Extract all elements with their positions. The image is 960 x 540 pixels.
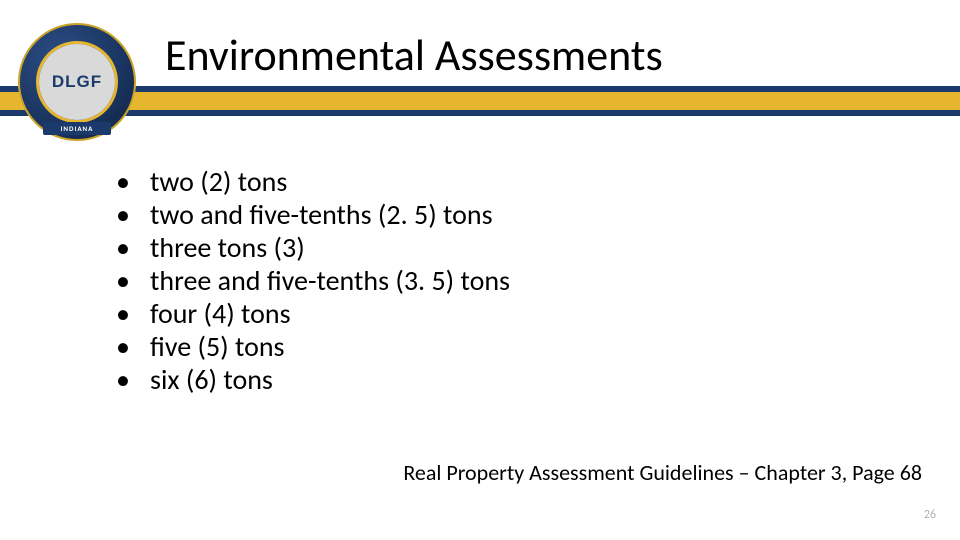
bullet-text: five (5) tons — [150, 330, 285, 363]
list-item: • four (4) tons — [110, 297, 510, 330]
list-item: • three tons (3) — [110, 231, 510, 264]
list-item: • two and five-tenths (2. 5) tons — [110, 198, 510, 231]
bullet-text: four (4) tons — [150, 297, 291, 330]
band-stripe-gold — [0, 92, 960, 110]
list-item: • three and five-tenths (3. 5) tons — [110, 264, 510, 297]
footnote-citation: Real Property Assessment Guidelines – Ch… — [403, 459, 922, 486]
agency-seal: DLGF INDIANA — [18, 23, 136, 141]
bullet-icon: • — [110, 330, 150, 363]
bullet-icon: • — [110, 231, 150, 264]
bullet-text: two (2) tons — [150, 165, 287, 198]
list-item: • five (5) tons — [110, 330, 510, 363]
bullet-icon: • — [110, 363, 150, 396]
bullet-icon: • — [110, 198, 150, 231]
bullet-list: • two (2) tons • two and five-tenths (2.… — [110, 165, 510, 396]
bullet-icon: • — [110, 264, 150, 297]
bullet-text: three tons (3) — [150, 231, 305, 264]
bullet-icon: • — [110, 297, 150, 330]
slide-title: Environmental Assessments — [165, 28, 663, 82]
bullet-text: six (6) tons — [150, 363, 273, 396]
bullet-icon: • — [110, 165, 150, 198]
list-item: • two (2) tons — [110, 165, 510, 198]
page-number: 26 — [924, 508, 936, 522]
seal-state-banner: INDIANA — [43, 122, 111, 135]
list-item: • six (6) tons — [110, 363, 510, 396]
bullet-text: two and five-tenths (2. 5) tons — [150, 198, 493, 231]
seal-acronym: DLGF — [52, 72, 102, 92]
seal-inner-circle: DLGF — [39, 44, 115, 120]
header-band — [0, 86, 960, 116]
band-stripe-navy-bottom — [0, 110, 960, 116]
bullet-text: three and five-tenths (3. 5) tons — [150, 264, 510, 297]
